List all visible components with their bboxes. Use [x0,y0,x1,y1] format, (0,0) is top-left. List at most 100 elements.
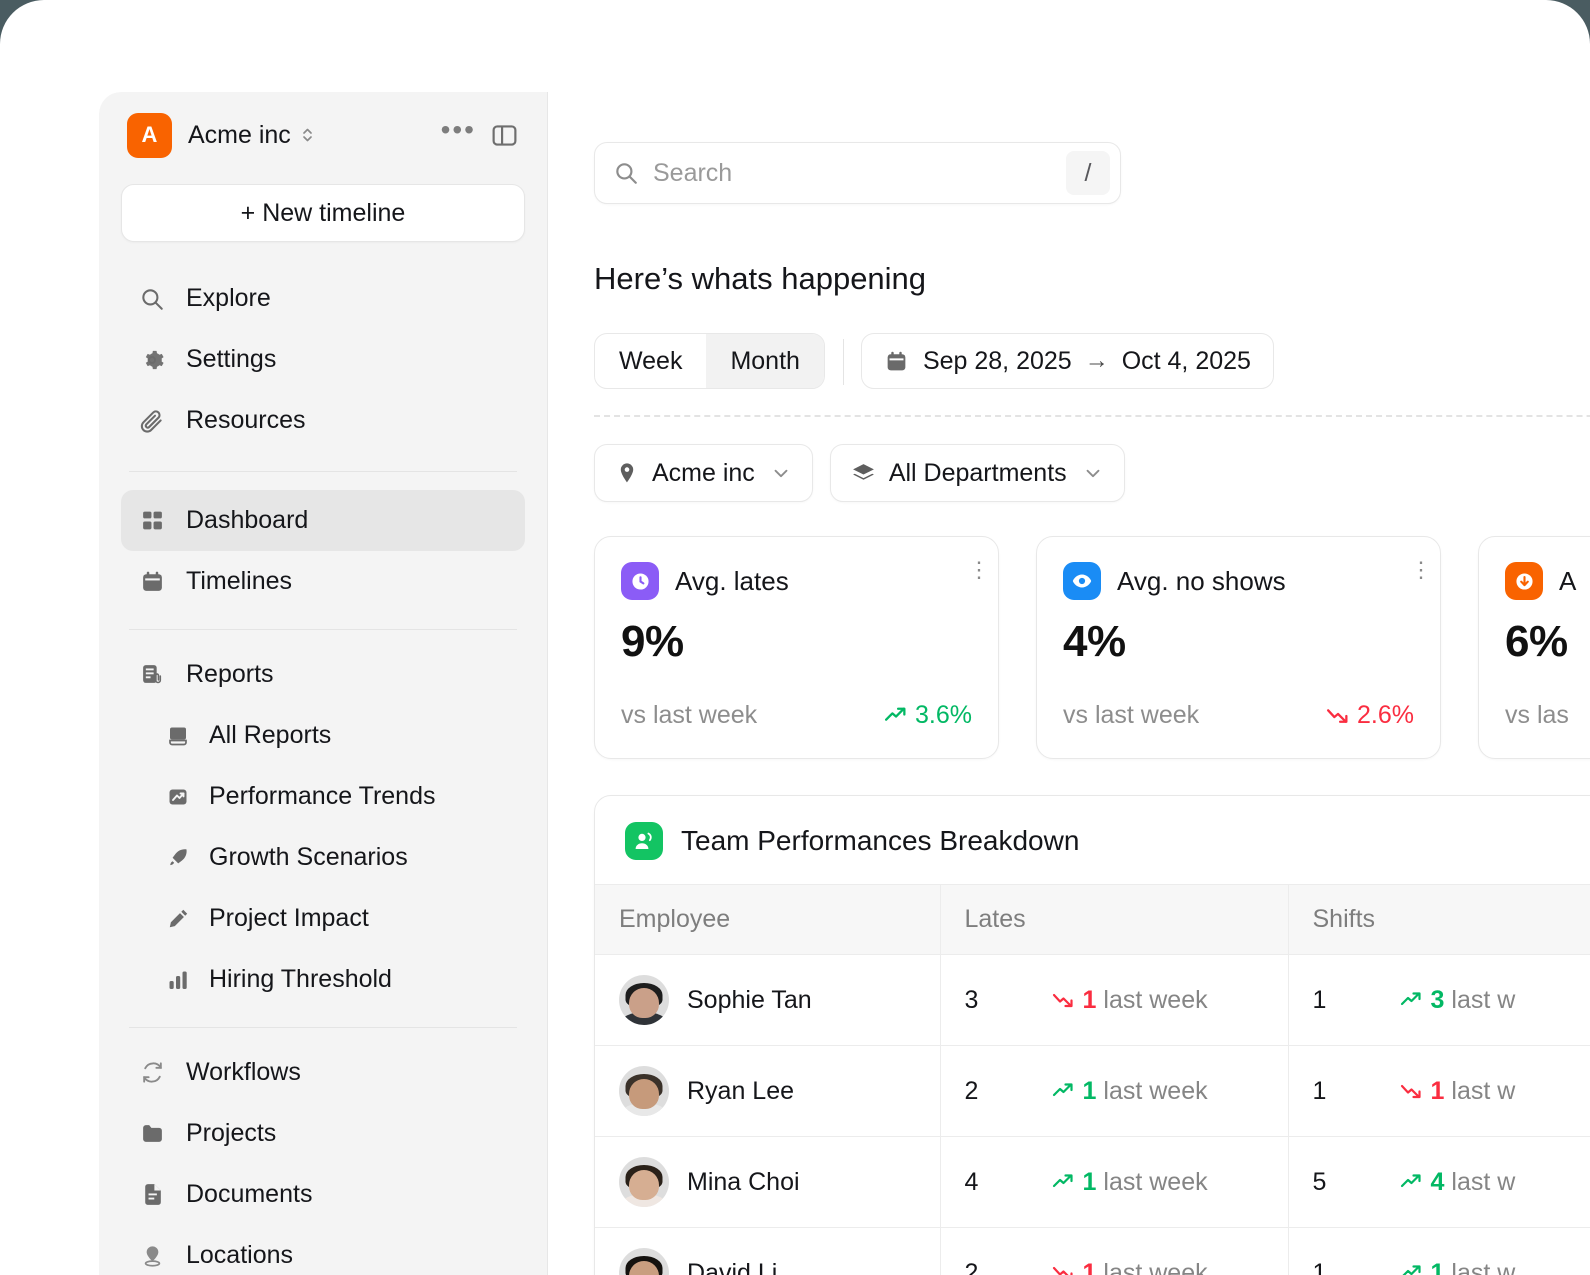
workspace-switcher[interactable]: A Acme inc ••• [121,92,525,178]
team-performance-table: Employee Lates Shifts Sophie Tan 3 1 last w… [595,884,1590,1275]
sidebar-item-label: Timelines [186,567,293,595]
bar-chart-icon [165,968,191,992]
sidebar-item-all-reports[interactable]: All Reports [121,705,525,766]
filter-location-label: Acme inc [652,458,755,487]
table-row[interactable]: Ryan Lee 2 1 last week 1 1 last w [595,1045,1590,1137]
lates-delta: 1 [1082,985,1097,1014]
sidebar-item-reports[interactable]: Reports [121,644,525,705]
kpi-title: Avg. lates [675,565,789,596]
sidebar-divider [129,629,517,630]
chevron-updown-icon [300,123,315,147]
sidebar-item-label: All Reports [209,721,332,749]
kpi-delta: 3.6% [883,701,972,730]
main-content: Search / Here’s whats happening Week Mon… [548,92,1590,1275]
sidebar-item-workflows[interactable]: Workflows [121,1042,525,1103]
tab-month[interactable]: Month [706,334,824,388]
shifts-value: 5 [1312,1167,1327,1196]
avatar [619,975,669,1025]
sidebar-item-timelines[interactable]: Timelines [121,551,525,612]
sidebar-item-label: Dashboard [186,506,309,534]
shifts-trend: 4 last w [1399,1167,1516,1197]
kpi-more-icon[interactable]: ⋮ [1410,557,1432,582]
kpi-comparison-label: vs las [1505,701,1569,729]
date-range-start: Sep 28, 2025 [922,346,1072,375]
lates-trend: 1 last week [1051,1077,1208,1106]
more-options-icon[interactable]: ••• [440,114,476,145]
sidebar-item-explore[interactable]: Explore [121,268,525,329]
rocket-icon [165,846,191,870]
sidebar-item-hiring-threshold[interactable]: Hiring Threshold [121,949,525,1010]
tab-week[interactable]: Week [619,346,683,375]
shifts-period: last w [1451,1167,1516,1196]
gear-icon [137,347,167,373]
search-input[interactable]: Search / [594,142,1121,204]
toggle-sidebar-icon[interactable] [490,121,519,150]
lates-value: 2 [964,1258,979,1275]
window-inner: A Acme inc ••• + New timeline [99,92,1590,1275]
search-icon [613,160,639,186]
new-timeline-button[interactable]: + New timeline [121,184,525,242]
kpi-comparison-label: vs last week [1063,701,1200,729]
sidebar-item-resources[interactable]: Resources [121,390,525,451]
chevron-down-icon [1082,462,1104,484]
sidebar-item-project-impact[interactable]: Project Impact [121,888,525,949]
avatar [619,1157,669,1207]
lates-delta: 1 [1082,1076,1097,1105]
calendar-icon [137,569,167,594]
card-title: Team Performances Breakdown [681,825,1080,856]
sidebar-item-projects[interactable]: Projects [121,1103,525,1164]
employee-name: David Li [687,1258,778,1275]
report-icon [137,662,167,687]
employee-cell: David Li [595,1227,941,1275]
column-header-employee[interactable]: Employee [595,884,941,955]
sidebar-item-documents[interactable]: Documents [121,1164,525,1225]
kpi-card-avg-lates[interactable]: Avg. lates ⋮ 9% vs last week 3.6% [594,536,999,759]
sidebar-item-settings[interactable]: Settings [121,329,525,390]
sidebar-item-performance-trends[interactable]: Performance Trends [121,766,525,827]
search-icon [137,286,167,312]
sidebar: A Acme inc ••• + New timeline [99,92,548,1275]
shifts-trend: 3 last w [1399,985,1515,1015]
sidebar-item-label: Reports [186,660,274,688]
lates-cell: 2 1 last week [940,1045,1289,1137]
sidebar-item-label: Locations [186,1241,294,1269]
table-row[interactable]: David Li 2 1 last week 1 1 last w [595,1227,1590,1275]
column-header-lates[interactable]: Lates [940,884,1289,955]
kpi-card-third-partial[interactable]: A 6% vs las [1478,536,1590,759]
shifts-delta: 4 [1430,1167,1445,1196]
lates-cell: 4 1 last week [940,1136,1289,1228]
shifts-cell: 1 1 last w [1288,1045,1590,1137]
lates-value: 4 [964,1167,979,1196]
column-header-shifts[interactable]: Shifts [1288,884,1590,955]
sidebar-item-dashboard[interactable]: Dashboard [121,490,525,551]
sidebar-item-label: Project Impact [209,904,369,932]
lates-period: last week [1103,1258,1208,1275]
eye-icon [1063,562,1101,600]
paperclip-icon [137,408,167,434]
shifts-period: last w [1451,1258,1516,1275]
table-row[interactable]: Sophie Tan 3 1 last week 1 3 last w [595,954,1590,1046]
shifts-period: last w [1451,1076,1516,1105]
employee-name: Ryan Lee [687,1076,795,1105]
shifts-delta: 3 [1430,985,1445,1014]
sidebar-item-label: Hiring Threshold [209,965,392,993]
kpi-card-avg-no-shows[interactable]: Avg. no shows ⋮ 4% vs last week 2.6% [1036,536,1441,759]
table-body: Sophie Tan 3 1 last week 1 3 last w Ryan Lee 2 1 l… [595,954,1590,1275]
filter-department[interactable]: All Departments [829,444,1125,502]
sidebar-item-locations[interactable]: Locations [121,1225,525,1275]
filter-location[interactable]: Acme inc [594,444,813,502]
calendar-icon [884,349,909,374]
lates-trend: 1 last week [1051,986,1208,1015]
avatar [619,1248,669,1275]
shifts-value: 1 [1312,985,1327,1014]
table-row[interactable]: Mina Choi 4 1 last week 5 4 last w [595,1136,1590,1228]
date-range-picker[interactable]: Sep 28, 2025 → Oct 4, 2025 [842,333,1274,389]
lates-trend: 1 last week [1051,1259,1208,1275]
employee-cell: Sophie Tan [595,954,941,1046]
period-toolbar: Week Month Sep 28, 2025 → Oct 4, 2 [594,333,1590,389]
sidebar-item-growth-scenarios[interactable]: Growth Scenarios [121,827,525,888]
avatar [619,1066,669,1116]
shifts-cell: 5 4 last w [1288,1136,1590,1228]
kpi-more-icon[interactable]: ⋮ [968,557,990,582]
sidebar-item-label: Performance Trends [209,782,436,810]
